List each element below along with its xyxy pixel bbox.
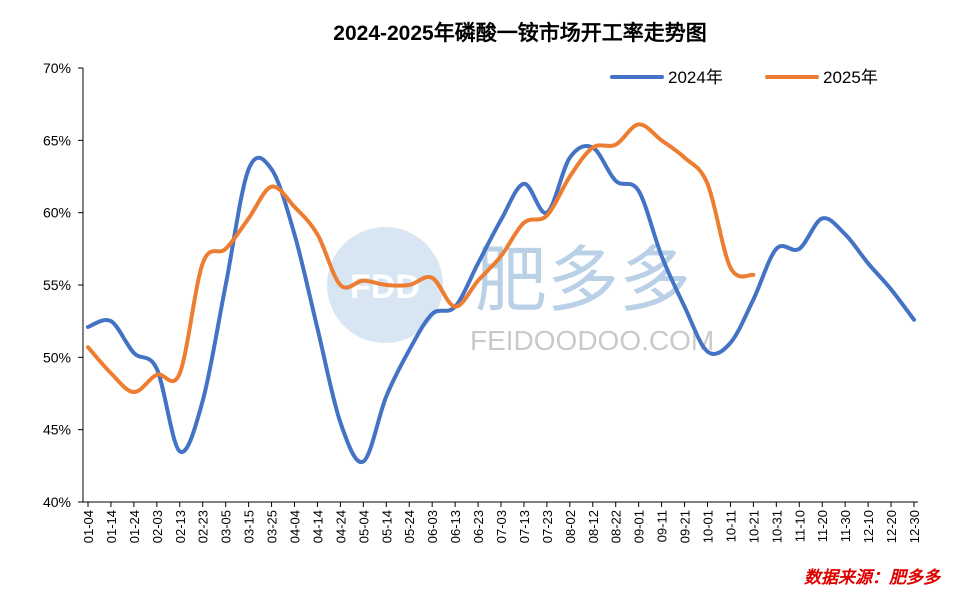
series-line <box>86 144 916 464</box>
y-tick-label: 55% <box>43 277 71 293</box>
series-line <box>86 122 756 395</box>
x-tick-label: 01-24 <box>127 510 142 543</box>
x-tick-label: 09-11 <box>655 510 670 542</box>
y-tick-label: 70% <box>43 60 71 76</box>
x-tick-label: 10-21 <box>746 510 761 543</box>
x-tick-label: 04-14 <box>310 510 325 543</box>
x-tick-label: 09-21 <box>678 510 693 543</box>
x-tick-label: 11-10 <box>792 510 807 542</box>
y-tick-label: 65% <box>43 132 71 148</box>
x-tick-label: 05-14 <box>379 510 394 543</box>
x-tick-label: 02-13 <box>173 510 188 543</box>
x-tick-label: 05-24 <box>402 510 417 543</box>
x-tick-label: 10-11 <box>723 510 738 542</box>
x-tick-label: 06-03 <box>425 510 440 543</box>
watermark-name: 肥多多 <box>475 241 691 321</box>
y-tick-label: 50% <box>43 349 71 365</box>
y-tick-label: 45% <box>43 422 71 438</box>
x-tick-label: 06-13 <box>448 510 463 543</box>
x-tick-label: 10-01 <box>701 510 716 543</box>
x-tick-label: 04-24 <box>333 510 348 543</box>
x-tick-label: 02-03 <box>150 510 165 543</box>
x-tick-label: 08-02 <box>563 510 578 543</box>
x-tick-label: 12-20 <box>884 510 899 543</box>
y-tick-label: 40% <box>43 494 71 510</box>
x-tick-label: 09-01 <box>632 510 647 543</box>
source-note: 数据来源：肥多多 <box>804 568 942 587</box>
x-tick-label: 12-10 <box>861 510 876 543</box>
x-tick-label: 03-05 <box>219 510 234 543</box>
legend-label: 2025年 <box>823 68 878 87</box>
x-tick-label: 01-04 <box>81 510 96 543</box>
x-tick-label: 12-30 <box>907 510 922 543</box>
x-tick-label: 03-25 <box>265 510 280 543</box>
chart-title: 2024-2025年磷酸一铵市场开工率走势图 <box>333 21 706 45</box>
x-tick-label: 11-30 <box>838 510 853 542</box>
x-tick-label: 11-20 <box>815 510 830 542</box>
y-tick-label: 60% <box>43 205 71 221</box>
x-tick-label: 07-03 <box>494 510 509 543</box>
x-tick-label: 04-04 <box>288 510 303 543</box>
watermark-logo-text: FDD <box>350 268 420 306</box>
x-tick-label: 02-23 <box>196 510 211 543</box>
x-tick-label: 10-31 <box>769 510 784 543</box>
x-tick-label: 08-22 <box>609 510 624 543</box>
x-tick-label: 05-04 <box>356 510 371 543</box>
x-tick-label: 03-15 <box>242 510 257 543</box>
x-tick-label: 06-23 <box>471 510 486 543</box>
x-tick-label: 08-12 <box>586 510 601 543</box>
x-tick-label: 01-14 <box>104 510 119 543</box>
x-tick-label: 07-13 <box>517 510 532 543</box>
legend-label: 2024年 <box>668 68 723 87</box>
watermark-site: FEIDOODOO.COM <box>470 325 714 356</box>
x-tick-label: 07-23 <box>540 510 555 543</box>
